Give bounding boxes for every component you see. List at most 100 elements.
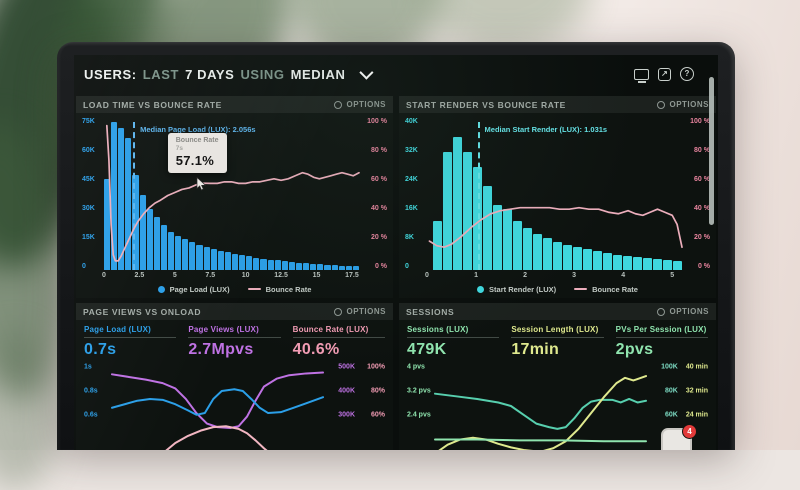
histogram-bar[interactable]: [203, 246, 210, 270]
legend-item[interactable]: Bounce Rate: [574, 285, 638, 294]
histogram-bar[interactable]: [196, 244, 203, 270]
histogram-bar[interactable]: [633, 257, 643, 270]
histogram-bar[interactable]: [231, 253, 239, 270]
metric-bounce-rate[interactable]: Bounce Rate (LUX) 40.6%: [292, 325, 385, 359]
histogram-bar[interactable]: [132, 174, 139, 270]
histogram-bar[interactable]: [125, 138, 132, 270]
histogram-bar[interactable]: [210, 248, 217, 270]
histogram-bar[interactable]: [153, 217, 160, 270]
histogram-bar[interactable]: [513, 220, 523, 270]
histogram-bar[interactable]: [317, 264, 324, 270]
histogram-bar[interactable]: [224, 252, 231, 270]
histogram-bar[interactable]: [503, 209, 513, 270]
histogram-bar[interactable]: [613, 254, 623, 270]
histogram-bar[interactable]: [603, 252, 613, 270]
histogram-bar[interactable]: [338, 265, 345, 270]
share-icon[interactable]: ↗: [658, 67, 671, 81]
histogram-bar[interactable]: [331, 265, 338, 270]
histogram-bar[interactable]: [303, 263, 310, 270]
histogram-bar[interactable]: [217, 250, 224, 270]
metric-page-views[interactable]: Page Views (LUX) 2.7Mpvs: [188, 325, 281, 359]
histogram-bar[interactable]: [673, 260, 682, 270]
histogram-bar[interactable]: [246, 256, 253, 270]
histogram-bar[interactable]: [104, 178, 111, 270]
histogram-bar[interactable]: [583, 249, 593, 270]
panel-title: START RENDER VS BOUNCE RATE: [406, 99, 566, 110]
histogram-bar[interactable]: [345, 266, 352, 270]
mini-y-label: 32 min: [685, 387, 708, 395]
metric-pvs-per-session[interactable]: PVs Per Session (LUX) 2pvs: [615, 325, 708, 359]
histogram-bar[interactable]: [175, 235, 182, 270]
histogram-bar[interactable]: [653, 258, 663, 270]
y-axis-label: 0: [82, 263, 86, 270]
mini-y-label-pair: 400K 80%: [333, 388, 385, 395]
chevron-down-icon[interactable]: [358, 65, 373, 80]
histogram-bar[interactable]: [146, 209, 153, 270]
histogram-bar[interactable]: [593, 251, 603, 270]
histogram-bar[interactable]: [267, 259, 274, 270]
metric-value: 2pvs: [615, 341, 654, 358]
page-title[interactable]: USERS: LAST 7 DAYS USING MEDIAN: [84, 65, 373, 82]
histogram-bar[interactable]: [453, 137, 463, 270]
chat-widget[interactable]: 4: [661, 424, 697, 450]
x-tick-label: 7.5: [205, 272, 216, 279]
plot-area: Median Start Render (LUX): 1.031s: [427, 118, 682, 270]
histogram-bar[interactable]: [573, 247, 583, 270]
histogram-bar[interactable]: [463, 152, 473, 270]
histogram-bar[interactable]: [352, 266, 359, 270]
legend: Start Render (LUX) Bounce Rate: [401, 281, 714, 297]
y-axis-label: 8K: [405, 234, 414, 241]
histogram-bar[interactable]: [663, 260, 672, 270]
metric-page-load[interactable]: Page Load (LUX) 0.7s: [84, 325, 177, 359]
histogram-bar[interactable]: [239, 255, 246, 270]
histogram-bar[interactable]: [288, 262, 295, 270]
options-button[interactable]: OPTIONS: [657, 100, 709, 109]
title-range: 7 DAYS: [185, 66, 235, 82]
histogram-bar[interactable]: [295, 262, 303, 270]
y-axis-label: 20 %: [694, 234, 710, 241]
histogram-bar[interactable]: [643, 258, 653, 270]
help-icon[interactable]: ?: [680, 67, 694, 81]
histogram-bar[interactable]: [523, 228, 533, 270]
scrollbar[interactable]: [709, 77, 714, 225]
x-tick-label: 5: [670, 272, 675, 279]
histogram-bar[interactable]: [553, 241, 563, 270]
histogram-bar[interactable]: [324, 264, 331, 270]
histogram-bar[interactable]: [310, 263, 317, 270]
metric-sessions[interactable]: Sessions (LUX) 479K: [407, 325, 500, 359]
histogram-bar[interactable]: [139, 195, 146, 270]
histogram-bar[interactable]: [118, 128, 125, 270]
options-button[interactable]: OPTIONS: [334, 307, 386, 316]
histogram-bar[interactable]: [111, 122, 118, 270]
legend-item[interactable]: Page Load (LUX): [157, 285, 230, 294]
histogram-bar[interactable]: [623, 255, 633, 270]
metric-session-length[interactable]: Session Length (LUX) 17min: [511, 325, 604, 359]
mini-y-label-pair: 500K 100%: [333, 364, 385, 371]
legend-item[interactable]: Start Render (LUX): [477, 285, 556, 294]
options-button[interactable]: OPTIONS: [657, 307, 709, 316]
y-axis-label: 100 %: [690, 118, 710, 125]
histogram-bar[interactable]: [167, 231, 175, 270]
options-button[interactable]: OPTIONS: [334, 100, 386, 109]
legend-line-swatch: [574, 287, 588, 291]
histogram-bar[interactable]: [533, 233, 543, 270]
histogram-bar[interactable]: [563, 245, 573, 270]
histogram-bar[interactable]: [274, 260, 281, 270]
x-tick-label: 3: [572, 272, 577, 279]
histogram-bar[interactable]: [260, 258, 267, 270]
histogram-bar[interactable]: [443, 152, 453, 270]
histogram-bar[interactable]: [483, 186, 493, 270]
histogram-chart: 75K 60K 45K 30K 15K 0 Median Page Load (LUX):…: [76, 113, 393, 298]
legend-dot: [157, 285, 165, 293]
histogram-bar[interactable]: [189, 241, 196, 270]
metric-value: 17min: [511, 341, 560, 358]
histogram-bar[interactable]: [543, 237, 553, 270]
histogram-bar[interactable]: [253, 257, 260, 270]
histogram-bar[interactable]: [182, 238, 189, 270]
monitor-icon[interactable]: [634, 68, 649, 83]
histogram-bar[interactable]: [160, 225, 167, 270]
y-axis-label: 75K: [82, 118, 95, 125]
histogram-bar[interactable]: [493, 205, 503, 270]
legend-item[interactable]: Bounce Rate: [247, 285, 311, 294]
histogram-bar[interactable]: [281, 261, 288, 270]
